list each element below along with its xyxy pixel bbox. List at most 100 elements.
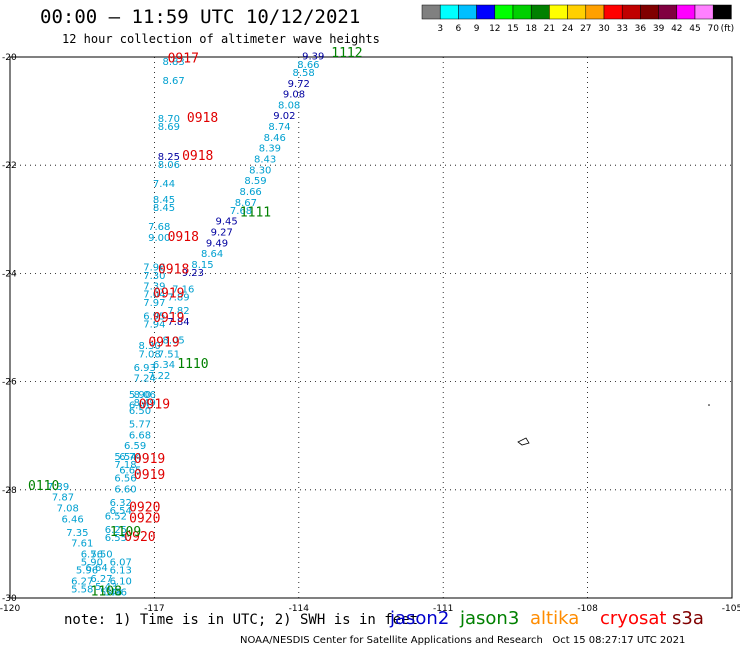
swh-label: 7.44 — [153, 179, 175, 190]
swh-label: 7.94 — [143, 320, 165, 331]
swh-label: 8.39 — [259, 144, 281, 155]
colorbar-tick: 36 — [635, 24, 647, 34]
time-label: 0919 — [148, 335, 179, 350]
swh-label: 9.49 — [206, 238, 228, 249]
swh-label: 9.23 — [182, 268, 204, 279]
swh-label: 7.96 — [143, 263, 165, 274]
swh-label: 8.66 — [240, 187, 262, 198]
swh-label: 8.49 — [134, 398, 156, 409]
swh-label: 7.04 — [143, 290, 165, 301]
swh-label: 6.68 — [129, 430, 151, 441]
map-frame — [9, 56, 733, 599]
swh-label: 7.24 — [134, 374, 156, 385]
swh-label: 6.59 — [124, 441, 146, 452]
colorbar-swatch — [712, 4, 732, 20]
swh-label: 6.13 — [110, 566, 132, 577]
swh-label: 7.68 — [230, 206, 252, 217]
swh-label: 8.70 — [158, 114, 180, 125]
colorbar-tick: 6 — [456, 24, 462, 34]
swh-label: 5.90 — [81, 558, 103, 569]
colorbar-tick: 27 — [580, 24, 591, 34]
swh-label: 9.08 — [283, 90, 305, 101]
colorbar-tick: 30 — [598, 24, 610, 34]
time-label: 0918 — [158, 262, 189, 277]
time-label: 1109 — [110, 525, 141, 540]
swh-label: 6.10 — [110, 576, 132, 587]
x-tick-label: -108 — [577, 604, 598, 614]
swh-label: 6.01 — [129, 401, 151, 412]
time-label: 1108 — [91, 584, 122, 599]
colorbar-tick: 42 — [671, 24, 682, 34]
mission-s3a: s3a — [672, 608, 704, 629]
y-tick-label: -26 — [2, 378, 17, 388]
island-outline — [517, 437, 530, 446]
swh-label: 8.08 — [278, 100, 300, 111]
swh-label: 8.69 — [158, 122, 180, 133]
y-tick-label: -20 — [2, 53, 17, 63]
time-label: 0110 — [28, 479, 59, 494]
swh-label: 7.08 — [138, 349, 160, 360]
swh-label: 8.43 — [254, 154, 276, 165]
y-tick-label: -28 — [2, 486, 17, 496]
swh-label: 5.96 — [105, 587, 127, 598]
swh-label: 7.30 — [143, 271, 165, 282]
swh-label: 8.25 — [158, 152, 180, 163]
colorbar-tick: 33 — [616, 24, 627, 34]
swh-label: 7.35 — [66, 528, 88, 539]
swh-label: 7.68 — [148, 222, 170, 233]
swh-label: 7.87 — [52, 493, 74, 504]
swh-label: 6.32 — [110, 498, 132, 509]
time-label: 1111 — [240, 206, 271, 221]
swh-label: 6.64 — [86, 563, 108, 574]
swh-label: 6.56 — [114, 474, 136, 485]
swh-label: 5.54 — [114, 452, 136, 463]
swh-label: 8.06 — [134, 390, 156, 401]
chart-subtitle: 12 hour collection of altimeter wave hei… — [62, 32, 380, 46]
colorbar-tick: 18 — [525, 24, 537, 34]
time-label: 1110 — [177, 357, 208, 372]
time-label: 0919 — [134, 468, 165, 483]
footer-note: note: 1) Time is in UTC; 2) SWH is in fe… — [64, 612, 419, 628]
swh-label: 8.83 — [163, 57, 185, 68]
colorbar-tick: 3 — [437, 24, 443, 34]
colorbar-legend: 3 6 9 12 15 18 21 24 27 30 33 36 39 42 45 70 (ft) — [421, 4, 734, 34]
swh-label: 7.39 — [143, 282, 165, 293]
swh-label: 6.65 — [119, 466, 141, 477]
swh-label: 6.27 — [71, 576, 93, 587]
y-tick-label: -24 — [2, 269, 17, 279]
swh-label: 6.93 — [134, 363, 156, 374]
time-label: 0920 — [129, 500, 160, 515]
swh-label: 7.97 — [143, 298, 165, 309]
swh-label: 6.50 — [129, 406, 151, 417]
time-label: 0918 — [182, 149, 213, 164]
swh-label: 9.27 — [211, 228, 233, 239]
swh-label: 8.46 — [264, 133, 286, 144]
swh-label: 7.84 — [167, 317, 189, 328]
swh-label: 7.82 — [167, 306, 189, 317]
time-label: 0920 — [124, 530, 155, 545]
swh-label: 6.55 — [105, 533, 127, 544]
mission-altika: altika — [530, 608, 580, 629]
time-label: 0919 — [139, 398, 170, 413]
time-label: 1112 — [331, 46, 362, 61]
time-label: 0919 — [153, 287, 184, 302]
colorbar-tick: 24 — [562, 24, 574, 34]
swh-label: 8.67 — [235, 198, 257, 209]
swh-label: 8.30 — [249, 165, 271, 176]
swh-label: 8.64 — [201, 249, 223, 260]
swh-label: 9.45 — [215, 217, 237, 228]
time-label: 0918 — [187, 111, 218, 126]
swh-label: 9.39 — [302, 52, 324, 63]
x-tick-label: -120 — [0, 604, 20, 614]
swh-label: 5.50 — [90, 549, 112, 560]
colorbar-tick: 9 — [474, 24, 480, 34]
swh-label: 6.07 — [110, 558, 132, 569]
swh-label: 7.61 — [71, 539, 93, 550]
swh-label: 9.02 — [273, 111, 295, 122]
swh-label: 6.76 — [81, 549, 103, 560]
swh-label: 5.96 — [76, 566, 98, 577]
swh-label: 8.67 — [163, 76, 185, 87]
footer-credit: NOAA/NESDIS Center for Satellite Applica… — [240, 635, 686, 646]
swh-label: 6.46 — [61, 514, 83, 525]
